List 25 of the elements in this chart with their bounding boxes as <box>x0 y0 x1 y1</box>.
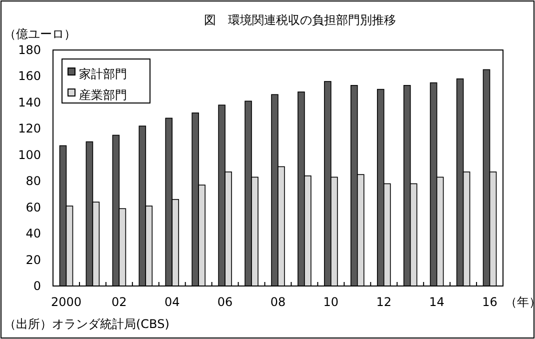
chart-title: 図 環境関連税収の負担部門別推移 <box>204 13 396 27</box>
y-tick-label: 20 <box>26 252 41 267</box>
y-tick-label: 0 <box>33 279 41 293</box>
x-tick-label: 04 <box>164 295 180 309</box>
y-tick-label: 120 <box>18 122 41 136</box>
y-tick-label: 80 <box>26 174 41 188</box>
y-tick-label: 180 <box>18 43 41 57</box>
y-axis-title: （億ユーロ） <box>4 27 76 41</box>
x-tick-label: 06 <box>217 295 233 309</box>
y-tick-label: 60 <box>26 200 41 214</box>
x-tick-label: 12 <box>376 295 392 309</box>
x-tick-label: 08 <box>270 295 286 309</box>
y-tick-label: 40 <box>26 226 41 241</box>
x-tick-label: 16 <box>482 295 498 309</box>
text: （出所）オランダ統計局(CBS) <box>4 317 170 331</box>
legend-label: 産業部門 <box>79 88 127 102</box>
x-tick-label: 02 <box>112 295 127 309</box>
y-tick-label: 160 <box>18 69 41 84</box>
x-tick-label: 14 <box>429 295 444 309</box>
x-tick-label: 10 <box>323 295 339 309</box>
x-tick-label: 2000 <box>50 295 82 309</box>
y-tick-label: 140 <box>18 95 41 110</box>
y-tick-label: 100 <box>18 148 41 162</box>
legend-label: 家計部門 <box>79 67 127 81</box>
x-axis-title: （年） <box>505 295 535 309</box>
